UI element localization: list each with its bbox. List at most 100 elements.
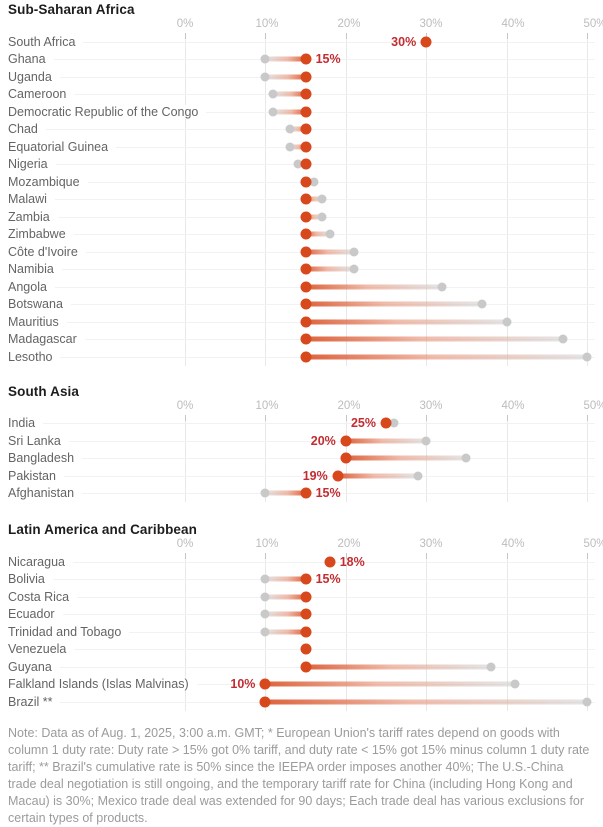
previous-rate-dot bbox=[486, 662, 496, 672]
previous-rate-dot bbox=[260, 72, 270, 82]
rate-connector bbox=[265, 681, 515, 687]
rate-connector bbox=[305, 231, 330, 237]
row-plot bbox=[185, 623, 587, 641]
rate-value-label: 30% bbox=[391, 34, 417, 49]
new-rate-dot bbox=[300, 123, 312, 135]
row-plot bbox=[185, 68, 587, 86]
previous-rate-dot bbox=[260, 488, 270, 498]
chart-row: Sri Lanka 20% bbox=[8, 432, 595, 450]
new-rate-dot bbox=[324, 556, 336, 568]
previous-rate-dot bbox=[437, 282, 447, 292]
row-guide-line bbox=[8, 561, 595, 563]
chart-row: Venezuela bbox=[8, 641, 595, 659]
chart-row: Malawi bbox=[8, 191, 595, 209]
country-label: Falkland Islands (Islas Malvinas) bbox=[8, 677, 197, 692]
previous-rate-dot bbox=[260, 627, 270, 637]
new-rate-dot bbox=[300, 281, 312, 293]
chart-row: Mozambique bbox=[8, 173, 595, 191]
country-label: Uganda bbox=[8, 69, 60, 84]
country-label: Nigeria bbox=[8, 157, 56, 172]
chart-row: Uganda bbox=[8, 68, 595, 86]
chart-row: Brazil ** bbox=[8, 693, 595, 711]
row-plot: 15% bbox=[185, 571, 587, 589]
rate-connector bbox=[305, 214, 322, 220]
new-rate-dot bbox=[300, 211, 312, 223]
new-rate-dot bbox=[300, 53, 312, 65]
rate-connector bbox=[305, 319, 507, 325]
previous-rate-dot bbox=[268, 89, 278, 99]
axis-tick-label: 50% bbox=[583, 538, 603, 550]
country-label: Bangladesh bbox=[8, 451, 83, 466]
country-label: Bolivia bbox=[8, 572, 53, 587]
previous-rate-dot bbox=[309, 177, 319, 187]
row-plot: 25% bbox=[185, 415, 587, 433]
new-rate-dot bbox=[300, 193, 312, 205]
country-label: Equatorial Guinea bbox=[8, 139, 117, 154]
rate-connector bbox=[273, 109, 306, 115]
row-guide-line bbox=[8, 41, 595, 43]
country-label: Zambia bbox=[8, 209, 58, 224]
previous-rate-dot bbox=[285, 142, 295, 152]
row-plot bbox=[185, 693, 592, 711]
new-rate-dot bbox=[259, 696, 271, 708]
chart-row: Bolivia 15% bbox=[8, 571, 595, 589]
row-plot bbox=[185, 156, 587, 174]
previous-rate-dot bbox=[558, 334, 568, 344]
chart-row: Equatorial Guinea bbox=[8, 138, 595, 156]
rate-value-label: 20% bbox=[310, 433, 336, 448]
row-plot bbox=[185, 191, 587, 209]
new-rate-dot bbox=[300, 106, 312, 118]
country-label: Mozambique bbox=[8, 174, 88, 189]
axis-tick-label: 50% bbox=[583, 399, 603, 412]
rate-value-label: 18% bbox=[339, 554, 365, 569]
rate-connector bbox=[345, 438, 427, 444]
new-rate-dot bbox=[300, 298, 312, 310]
country-label: South Africa bbox=[8, 34, 84, 49]
axis-tick-label: 40% bbox=[501, 399, 525, 412]
previous-rate-dot bbox=[260, 574, 270, 584]
x-axis: 0% 10% 20% 30% 40% 50% bbox=[177, 399, 603, 415]
rate-connector bbox=[265, 699, 587, 705]
country-label: Costa Rica bbox=[8, 589, 78, 604]
chart-row: Costa Rica bbox=[8, 588, 595, 606]
axis-tick-label: 30% bbox=[419, 399, 443, 412]
axis-tick-label: 0% bbox=[176, 538, 194, 550]
rate-value-label: 15% bbox=[315, 52, 341, 67]
chart-row: Mauritius bbox=[8, 313, 595, 331]
x-axis: 0% 10% 20% 30% 40% 50% bbox=[177, 18, 603, 33]
axis-tick-label: 40% bbox=[501, 18, 525, 30]
country-label: India bbox=[8, 416, 44, 431]
previous-rate-dot bbox=[317, 212, 327, 222]
row-plot bbox=[185, 278, 587, 296]
rate-connector bbox=[273, 91, 306, 97]
country-label: Côte d'Ivoire bbox=[8, 244, 86, 259]
chart-row: Guyana bbox=[8, 658, 595, 676]
axis-tick-label: 10% bbox=[255, 18, 279, 30]
chart-row: Angola bbox=[8, 278, 595, 296]
previous-rate-dot bbox=[421, 436, 431, 446]
new-rate-dot bbox=[300, 487, 312, 499]
chart-row: Lesotho bbox=[8, 348, 595, 366]
previous-rate-dot bbox=[293, 159, 303, 169]
chart-row: South Africa 30% bbox=[8, 33, 595, 51]
rate-value-label: 15% bbox=[315, 486, 341, 501]
chart-row: Nicaragua 18% bbox=[8, 553, 595, 571]
chart-row: Pakistan 19% bbox=[8, 467, 595, 485]
rate-connector bbox=[305, 301, 483, 307]
previous-rate-dot bbox=[317, 194, 327, 204]
country-label: Malawi bbox=[8, 192, 55, 207]
new-rate-dot bbox=[300, 661, 312, 673]
row-plot bbox=[185, 208, 587, 226]
country-label: Madagascar bbox=[8, 332, 85, 347]
footnote: Note: Data as of Aug. 1, 2025, 3:00 a.m.… bbox=[8, 725, 590, 825]
new-rate-dot bbox=[300, 591, 312, 603]
new-rate-dot bbox=[259, 678, 271, 690]
rate-connector bbox=[265, 56, 306, 62]
row-plot bbox=[185, 348, 592, 366]
new-rate-dot bbox=[300, 263, 312, 275]
rate-value-label: 25% bbox=[350, 416, 376, 431]
row-plot: 18% bbox=[185, 553, 587, 571]
rate-connector bbox=[305, 266, 354, 272]
row-guide-line bbox=[8, 475, 595, 477]
country-label: Sri Lanka bbox=[8, 433, 69, 448]
